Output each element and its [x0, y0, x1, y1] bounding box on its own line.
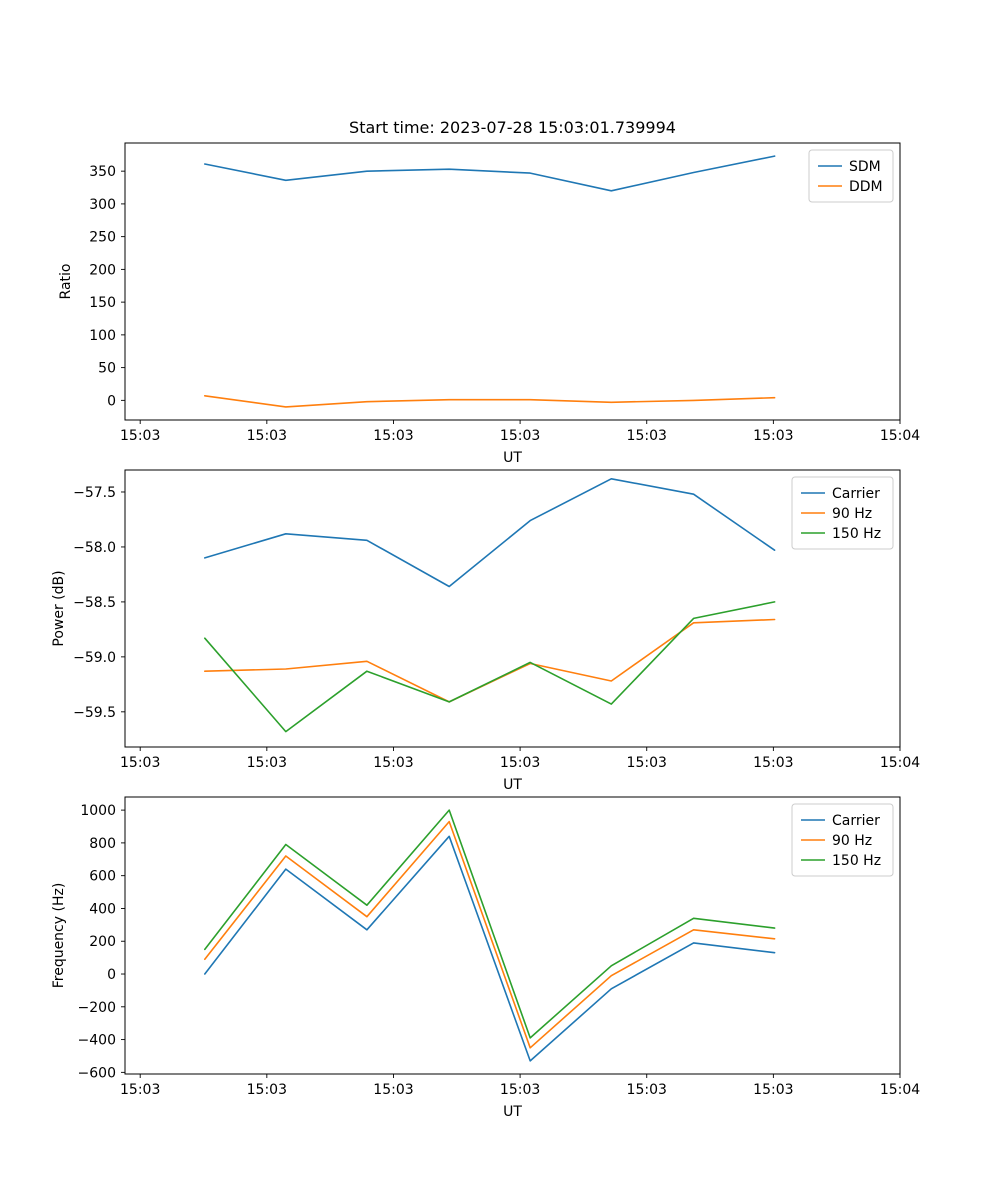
x-tick-label: 15:03 — [500, 428, 540, 444]
legend: Carrier 90 Hz 150 Hz — [791, 803, 894, 877]
y-axis-label: Power (dB) — [51, 570, 67, 646]
y-tick-label: 0 — [107, 967, 116, 983]
x-tick-label: 15:03 — [753, 1082, 793, 1098]
y-tick-label: −400 — [78, 1033, 116, 1049]
y-tick-label: −600 — [78, 1065, 116, 1081]
x-tick-label: 15:03 — [247, 428, 287, 444]
x-tick-label: 15:03 — [247, 1082, 287, 1098]
legend-label: 90 Hz — [832, 833, 872, 849]
legend-label: 90 Hz — [832, 506, 872, 522]
axes-frame — [124, 142, 901, 421]
x-tick-label: 15:03 — [247, 755, 287, 771]
x-tick-label: 15:03 — [373, 755, 413, 771]
y-tick-label: 600 — [89, 869, 116, 885]
legend-label: Carrier — [832, 813, 880, 829]
y-tick-label: 100 — [89, 328, 116, 344]
legend: SDM DDM — [808, 149, 894, 203]
y-tick-label: −200 — [78, 1000, 116, 1016]
series-line-150-hz — [204, 809, 776, 1039]
x-axis-label: UT — [503, 1104, 522, 1120]
y-tick-label: −57.5 — [73, 485, 116, 501]
y-tick-label: 50 — [98, 361, 116, 377]
legend-label: DDM — [849, 179, 883, 195]
series-line-ddm — [204, 394, 776, 408]
y-axis-label: Frequency (Hz) — [51, 883, 67, 989]
legend-label: 150 Hz — [832, 853, 881, 869]
x-tick-label: 15:04 — [880, 428, 920, 444]
y-tick-label: −58.0 — [73, 540, 116, 556]
x-tick-label: 15:03 — [627, 755, 667, 771]
y-tick-label: 250 — [89, 230, 116, 246]
series-line-carrier — [204, 835, 776, 1062]
y-tick-label: 150 — [89, 295, 116, 311]
y-tick-label: −59.5 — [73, 705, 116, 721]
y-tick-label: −59.0 — [73, 650, 116, 666]
x-tick-label: 15:03 — [120, 755, 160, 771]
series-line-90-hz — [204, 820, 776, 1049]
y-tick-label: 200 — [89, 934, 116, 950]
x-tick-label: 15:04 — [880, 1082, 920, 1098]
legend-box — [791, 803, 894, 877]
x-tick-label: 15:03 — [373, 1082, 413, 1098]
x-tick-label: 15:03 — [627, 428, 667, 444]
y-tick-label: 300 — [89, 197, 116, 213]
x-tick-label: 15:03 — [120, 428, 160, 444]
x-axis-label: UT — [503, 450, 522, 466]
y-tick-label: 400 — [89, 901, 116, 917]
legend-label: 150 Hz — [832, 526, 881, 542]
x-tick-label: 15:03 — [373, 428, 413, 444]
subplot-ratio: Start time: 2023-07-28 15:03:01.739994 15… — [58, 118, 920, 466]
axes-frame — [124, 796, 901, 1075]
subplot-frequency: 15:03 15:03 15:03 15:03 15:03 15:03 15:04 −600 −… — [51, 796, 920, 1120]
x-tick-label: 15:03 — [120, 1082, 160, 1098]
chart-title: Start time: 2023-07-28 15:03:01.739994 — [349, 118, 676, 137]
x-tick-label: 15:03 — [500, 1082, 540, 1098]
y-axis-label: Ratio — [58, 264, 74, 300]
legend-label: SDM — [849, 159, 881, 175]
series-line-sdm — [204, 155, 776, 192]
y-tick-label: 1000 — [80, 803, 116, 819]
x-tick-label: 15:03 — [753, 755, 793, 771]
x-axis-label: UT — [503, 777, 522, 793]
legend-box — [791, 476, 894, 550]
legend-box — [808, 149, 894, 203]
y-tick-label: 350 — [89, 164, 116, 180]
x-tick-label: 15:03 — [753, 428, 793, 444]
series-line-150-hz — [204, 601, 776, 733]
y-tick-label: −58.5 — [73, 595, 116, 611]
x-tick-label: 15:03 — [500, 755, 540, 771]
legend-label: Carrier — [832, 486, 880, 502]
series-line-carrier — [204, 477, 776, 588]
legend: Carrier 90 Hz 150 Hz — [791, 476, 894, 550]
x-tick-label: 15:03 — [627, 1082, 667, 1098]
y-tick-label: 200 — [89, 262, 116, 278]
x-tick-label: 15:04 — [880, 755, 920, 771]
subplot-power: 15:03 15:03 15:03 15:03 15:03 15:03 15:04 −59.5… — [51, 469, 920, 793]
y-tick-label: 0 — [107, 393, 116, 409]
y-tick-label: 800 — [89, 836, 116, 852]
axes-frame — [124, 469, 901, 748]
